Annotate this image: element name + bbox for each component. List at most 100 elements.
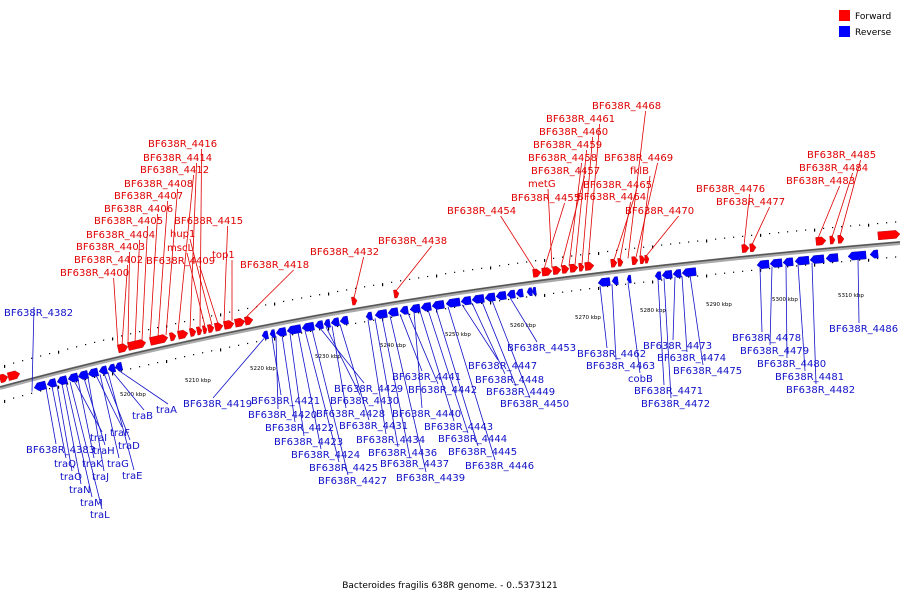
reverse-gene-label[interactable]: BF638R_4442 (408, 385, 477, 396)
reverse-gene-label[interactable]: traK (82, 459, 103, 470)
reverse-gene-label[interactable]: BF638R_4471 (634, 386, 703, 397)
reverse-gene-label[interactable]: BF638R_4472 (641, 399, 710, 410)
forward-gene-label[interactable]: BF638R_4477 (716, 197, 785, 208)
reverse-gene-label[interactable]: BF638R_4439 (396, 473, 465, 484)
forward-gene-label[interactable]: BF638R_4458 (528, 153, 597, 164)
forward-gene-label[interactable]: BF638R_4412 (140, 165, 209, 176)
reverse-gene-label[interactable]: traN (69, 485, 91, 496)
reverse-gene-label[interactable]: BF638R_4434 (356, 435, 425, 446)
reverse-gene-label[interactable]: BF638R_4424 (291, 450, 360, 461)
forward-gene-label[interactable]: BF638R_4468 (592, 101, 661, 112)
forward-gene-label[interactable]: fklB (630, 166, 649, 177)
reverse-gene-label[interactable]: BF638R_4423 (274, 437, 343, 448)
forward-gene-label[interactable]: BF638R_4483 (786, 176, 855, 187)
reverse-gene-label[interactable]: BF638R_4474 (657, 353, 726, 364)
reverse-gene-label[interactable]: BF638R_4422 (265, 423, 334, 434)
forward-gene-label[interactable]: BF638R_4470 (625, 206, 694, 217)
reverse-gene-label[interactable]: traG (107, 459, 129, 470)
reverse-gene-label[interactable]: BF638R_4449 (486, 387, 555, 398)
reverse-gene-label[interactable]: BF638R_4453 (507, 343, 576, 354)
forward-gene-label[interactable]: BF638R_4469 (604, 153, 673, 164)
reverse-gene-label[interactable]: BF638R_4420 (248, 410, 317, 421)
reverse-gene-label[interactable]: traQ (54, 459, 76, 470)
reverse-gene-label[interactable]: BF638R_4446 (465, 461, 534, 472)
forward-gene-label[interactable]: BF638R_4414 (143, 153, 212, 164)
reverse-gene-label[interactable]: BF638R_4419 (183, 399, 252, 410)
forward-gene-label[interactable]: BF638R_4457 (531, 166, 600, 177)
reverse-gene-label[interactable]: BF638R_4478 (732, 333, 801, 344)
reverse-gene-label[interactable]: BF638R_4444 (438, 434, 507, 445)
reverse-gene-label[interactable]: cobB (628, 374, 653, 385)
reverse-gene-label[interactable]: traM (80, 498, 103, 509)
reverse-gene-label[interactable]: BF638R_4448 (475, 375, 544, 386)
forward-gene-label[interactable]: top1 (212, 250, 235, 261)
forward-gene-label[interactable]: BF638R_4432 (310, 247, 379, 258)
reverse-gene-label[interactable]: BF638R_4482 (786, 385, 855, 396)
forward-gene-arrow (244, 316, 254, 326)
reverse-gene-label[interactable]: BF638R_4445 (448, 447, 517, 458)
reverse-gene-label[interactable]: traF (110, 428, 130, 439)
reverse-gene-label[interactable]: traO (60, 472, 82, 483)
forward-gene-label[interactable]: BF638R_4402 (74, 255, 143, 266)
reverse-gene-label[interactable]: BF638R_4382 (4, 308, 73, 319)
reverse-gene-label[interactable]: BF638R_4480 (757, 359, 826, 370)
reverse-gene-label[interactable]: BF638R_4440 (392, 409, 461, 420)
forward-gene-label[interactable]: BF638R_4485 (807, 150, 876, 161)
reverse-gene-label[interactable]: BF638R_4437 (380, 459, 449, 470)
forward-gene-label[interactable]: BF638R_4461 (546, 114, 615, 125)
forward-gene-label[interactable]: BF638R_4416 (148, 139, 217, 150)
scale-dot (481, 267, 483, 269)
reverse-gene-label[interactable]: BF638R_4486 (829, 324, 898, 335)
reverse-gene-label[interactable]: BF638R_4430 (330, 396, 399, 407)
reverse-gene-label[interactable]: BF638R_4428 (316, 409, 385, 420)
forward-gene-label[interactable]: BF638R_4460 (539, 127, 608, 138)
forward-gene-label[interactable]: BF638R_4418 (240, 260, 309, 271)
reverse-gene-label[interactable]: BF638R_4431 (339, 421, 408, 432)
reverse-gene-label[interactable]: traL (90, 510, 110, 521)
reverse-gene-label[interactable]: BF638R_4436 (368, 448, 437, 459)
reverse-gene-label[interactable]: BF638R_4421 (251, 396, 320, 407)
forward-gene-label[interactable]: BF638R_4407 (114, 191, 183, 202)
reverse-gene-label[interactable]: traE (122, 471, 142, 482)
reverse-gene-label[interactable]: BF638R_4479 (740, 346, 809, 357)
reverse-gene-label[interactable]: BF638R_4475 (673, 366, 742, 377)
reverse-gene-label[interactable]: BF638R_4383 (26, 445, 95, 456)
forward-gene-label[interactable]: BF638R_4409 (146, 256, 215, 267)
reverse-gene-label[interactable]: traD (118, 441, 140, 452)
forward-gene-label[interactable]: BF638R_4476 (696, 184, 765, 195)
reverse-gene-label[interactable]: traI (90, 433, 107, 444)
forward-gene-label[interactable]: mscL (167, 243, 193, 254)
reverse-gene-label[interactable]: BF638R_4462 (577, 349, 646, 360)
forward-gene-label[interactable]: BF638R_4484 (799, 163, 868, 174)
reverse-gene-label[interactable]: BF638R_4429 (334, 384, 403, 395)
reverse-gene-label[interactable]: BF638R_4441 (392, 372, 461, 383)
reverse-gene-label[interactable]: traH (93, 446, 115, 457)
reverse-gene-label[interactable]: BF638R_4443 (424, 422, 493, 433)
forward-gene-label[interactable]: BF638R_4464 (577, 192, 646, 203)
reverse-gene-label[interactable]: BF638R_4481 (775, 372, 844, 383)
reverse-gene-label[interactable]: BF638R_4425 (309, 463, 378, 474)
reverse-gene-label[interactable]: traB (132, 411, 153, 422)
forward-gene-label[interactable]: BF638R_4438 (378, 236, 447, 247)
reverse-gene-arrow (286, 324, 302, 335)
reverse-gene-label[interactable]: BF638R_4473 (643, 341, 712, 352)
reverse-gene-label[interactable]: BF638R_4450 (500, 399, 569, 410)
forward-gene-label[interactable]: BF638R_4404 (86, 230, 155, 241)
forward-gene-label[interactable]: hup1 (170, 229, 195, 240)
reverse-gene-label[interactable]: BF638R_4427 (318, 476, 387, 487)
forward-gene-label[interactable]: BF638R_4415 (174, 216, 243, 227)
reverse-gene-label[interactable]: BF638R_4463 (586, 361, 655, 372)
forward-gene-label[interactable]: BF638R_4406 (104, 204, 173, 215)
forward-gene-label[interactable]: BF638R_4400 (60, 268, 129, 279)
reverse-gene-label[interactable]: BF638R_4447 (468, 361, 537, 372)
forward-gene-label[interactable]: BF638R_4408 (124, 179, 193, 190)
reverse-gene-label[interactable]: traA (156, 405, 177, 416)
forward-gene-label[interactable]: BF638R_4459 (533, 140, 602, 151)
forward-gene-label[interactable]: BF638R_4454 (447, 206, 516, 217)
forward-gene-label[interactable]: BF638R_4405 (94, 216, 163, 227)
forward-gene-label[interactable]: BF638R_4455 (511, 193, 580, 204)
forward-gene-label[interactable]: BF638R_4403 (76, 242, 145, 253)
forward-gene-label[interactable]: BF638R_4465 (583, 180, 652, 191)
forward-gene-label[interactable]: metG (528, 179, 556, 190)
reverse-gene-label[interactable]: traJ (92, 472, 109, 483)
